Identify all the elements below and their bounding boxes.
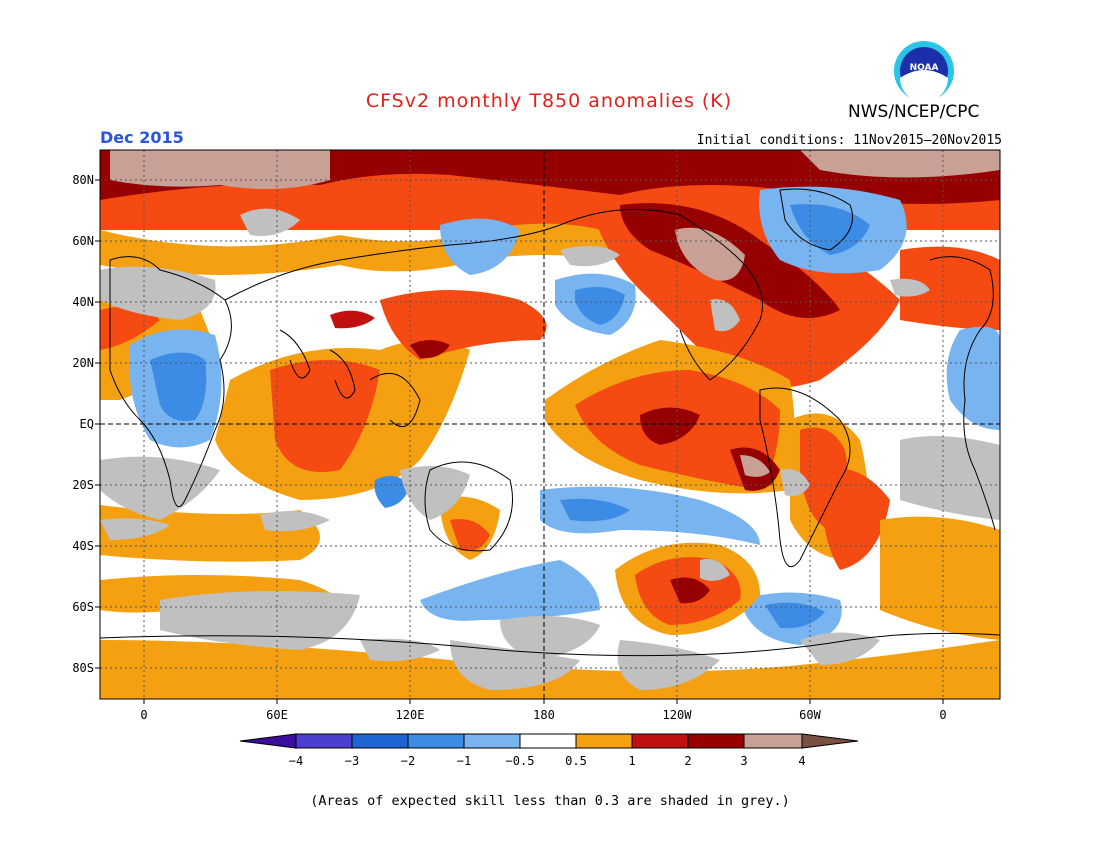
lon-label: 0 xyxy=(939,708,947,722)
lon-label: 120W xyxy=(662,708,692,722)
agency-label: NWS/NCEP/CPC xyxy=(848,102,980,122)
colorbar-bin xyxy=(295,733,353,749)
initial-conditions-label: Initial conditions: 11Nov2015—20Nov2015 xyxy=(696,133,1002,148)
lon-label: 60E xyxy=(266,708,288,722)
colorbar-bin xyxy=(519,733,577,749)
npac-cold-west xyxy=(440,218,520,275)
colorbar-tick: 4 xyxy=(798,754,806,768)
logo-text: NOAA xyxy=(910,63,939,73)
na-pos4 xyxy=(675,227,745,281)
lat-label: 40S xyxy=(72,539,94,553)
arctic-pos4-west xyxy=(110,150,330,189)
valid-month-label: Dec 2015 xyxy=(100,128,184,147)
lat-label: 20N xyxy=(72,356,94,370)
lat-label: 80S xyxy=(72,661,94,675)
chart-title: CFSv2 monthly T850 anomalies (K) xyxy=(365,90,733,112)
colorbar-tick: −0.5 xyxy=(505,754,535,768)
colorbar-tick: 2 xyxy=(684,754,692,768)
colorbar-bin xyxy=(575,733,633,749)
lat-label: 60S xyxy=(72,600,94,614)
lat-label: 60N xyxy=(72,234,94,248)
lat-label: 80N xyxy=(72,173,94,187)
lon-label: 0 xyxy=(140,708,148,722)
colorbar-right-arrow xyxy=(801,733,859,749)
lon-label: 120E xyxy=(395,708,425,722)
colorbar-tick: 0.5 xyxy=(565,754,587,768)
colorbar-tick: −1 xyxy=(456,754,472,768)
colorbar-tick: −2 xyxy=(400,754,416,768)
lon-label: 180 xyxy=(533,708,555,722)
colorbar-bin xyxy=(463,733,521,749)
skill-footnote: (Areas of expected skill less than 0.3 a… xyxy=(310,793,790,809)
graticule xyxy=(100,150,1000,699)
lon-label: 60W xyxy=(799,708,821,722)
colorbar-tick: 1 xyxy=(628,754,636,768)
lat-label: EQ xyxy=(79,417,94,431)
colorbar-tick: −3 xyxy=(344,754,360,768)
lat-label: 40N xyxy=(72,295,94,309)
colorbar-tick: 3 xyxy=(740,754,748,768)
coastlines xyxy=(100,188,1000,657)
noaa-logo: NOAA xyxy=(894,41,954,102)
enso-pos3 xyxy=(640,407,700,445)
colorbar-left-arrow xyxy=(239,733,297,749)
colorbar-tick: −4 xyxy=(288,754,304,768)
colorbar-bin xyxy=(407,733,465,749)
lat-label: 20S xyxy=(72,478,94,492)
colorbar-bin xyxy=(351,733,409,749)
arctic-pos4-east xyxy=(800,150,1000,178)
equator-dateline xyxy=(100,150,1000,699)
